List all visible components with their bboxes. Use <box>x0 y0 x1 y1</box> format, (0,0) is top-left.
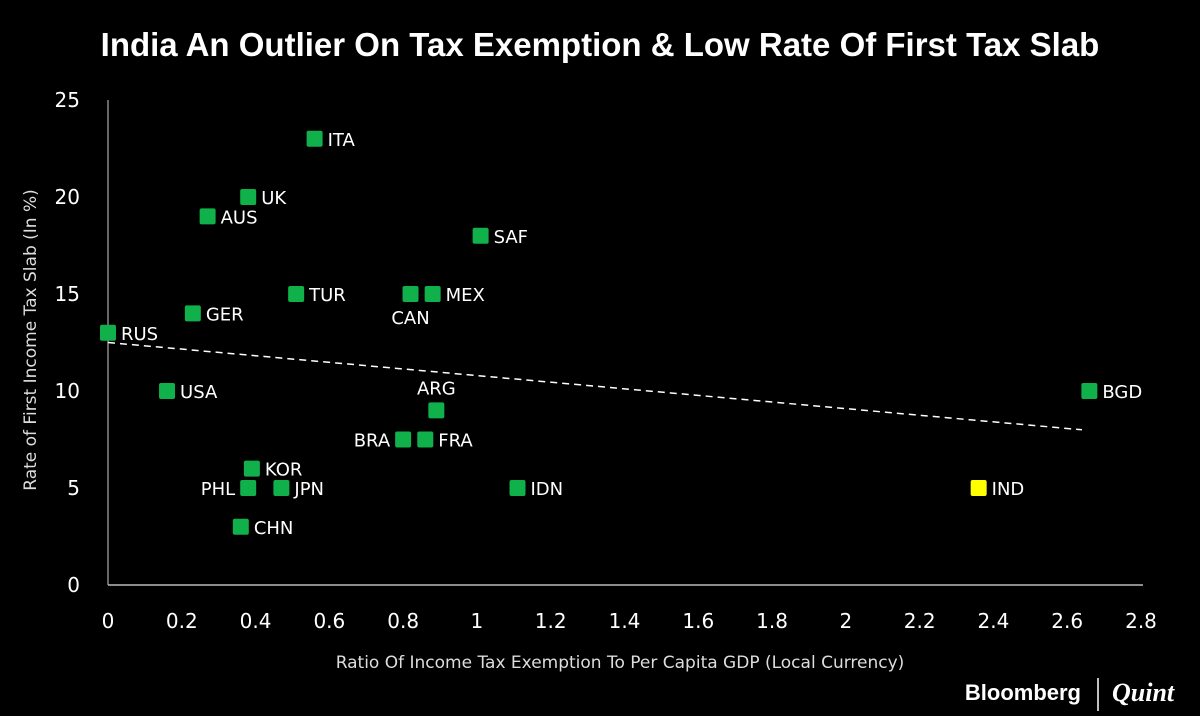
y-tick-label: 0 <box>67 573 80 597</box>
point-usa: USA <box>159 382 218 403</box>
x-tick-label: 2.4 <box>978 609 1010 633</box>
point-label: IND <box>992 479 1025 500</box>
branding-logo: Bloomberg Quint <box>965 678 1175 711</box>
point-marker <box>100 324 116 341</box>
point-marker <box>509 480 526 496</box>
point-label: UK <box>261 188 287 209</box>
point-ind: IND <box>970 479 1025 500</box>
point-marker <box>428 402 445 419</box>
point-label: CHN <box>254 518 294 539</box>
point-label: SAF <box>494 227 528 248</box>
point-aus: AUS <box>199 207 258 228</box>
point-marker <box>1081 383 1098 399</box>
point-fra: FRA <box>417 431 473 452</box>
x-tick-label: 0.6 <box>313 609 345 633</box>
brand-bloomberg: Bloomberg <box>965 680 1081 705</box>
point-marker <box>424 286 441 302</box>
chart-title: India An Outlier On Tax Exemption & Low … <box>101 26 1100 63</box>
x-tick-label: 0.4 <box>240 609 272 633</box>
x-tick-label: 0.2 <box>166 609 198 633</box>
point-idn: IDN <box>509 479 564 500</box>
point-saf: SAF <box>472 227 528 248</box>
point-marker <box>240 480 257 496</box>
point-uk: UK <box>240 188 287 209</box>
point-marker <box>970 480 987 496</box>
point-label: GER <box>206 304 244 325</box>
point-marker <box>472 227 489 244</box>
point-label: BRA <box>354 431 391 452</box>
point-label: ITA <box>328 130 356 151</box>
y-tick-label: 20 <box>55 185 80 209</box>
y-tick-label: 25 <box>55 88 80 112</box>
point-label: TUR <box>308 285 346 306</box>
point-label: ARG <box>417 378 456 399</box>
x-tick-label: 1.6 <box>682 609 714 633</box>
point-ger: GER <box>184 304 244 325</box>
x-tick-label: 0 <box>102 609 115 633</box>
point-marker <box>417 431 434 448</box>
point-label: AUS <box>221 207 258 228</box>
x-tick-label: 1.2 <box>535 609 567 633</box>
point-chn: CHN <box>232 518 294 539</box>
point-jpn: JPN <box>273 479 324 500</box>
point-label: MEX <box>446 285 485 306</box>
x-tick-label: 2.8 <box>1125 609 1157 633</box>
point-marker <box>243 460 260 477</box>
brand-quint: Quint <box>1112 678 1175 707</box>
point-label: PHL <box>201 479 235 500</box>
point-bgd: BGD <box>1081 382 1142 403</box>
point-rus: RUS <box>100 324 158 345</box>
point-label: CAN <box>391 308 429 329</box>
point-phl: PHL <box>201 479 257 500</box>
x-tick-label: 1.8 <box>756 609 788 633</box>
x-tick-label: 2.6 <box>1051 609 1083 633</box>
point-marker <box>402 286 419 302</box>
point-label: USA <box>180 382 218 403</box>
point-label: IDN <box>531 479 564 500</box>
x-tick-label: 1 <box>471 609 484 633</box>
point-label: BGD <box>1102 382 1142 403</box>
point-kor: KOR <box>243 460 303 481</box>
y-tick-label: 10 <box>55 379 80 403</box>
trendline-group <box>107 341 1083 431</box>
y-axis-label: Rate of First Income Tax Slab (In %) <box>21 189 41 491</box>
point-label: KOR <box>265 460 303 481</box>
point-can: CAN <box>391 286 430 329</box>
point-bra: BRA <box>354 431 412 452</box>
x-axis-label: Ratio Of Income Tax Exemption To Per Cap… <box>336 653 905 673</box>
point-marker <box>306 130 323 147</box>
y-tick-label: 5 <box>67 476 80 500</box>
x-tick-label: 2.2 <box>904 609 936 633</box>
point-marker <box>273 480 290 496</box>
point-mex: MEX <box>424 285 485 306</box>
point-marker <box>240 189 257 205</box>
y-tick-label: 15 <box>55 282 80 306</box>
x-tick-label: 2 <box>839 609 852 633</box>
point-marker <box>232 518 249 535</box>
point-label: JPN <box>293 479 324 500</box>
point-marker <box>199 208 216 225</box>
point-marker <box>288 286 305 302</box>
trendline <box>107 341 1083 431</box>
point-tur: TUR <box>288 285 346 306</box>
point-label: RUS <box>121 324 158 345</box>
point-marker <box>395 431 412 448</box>
point-marker <box>184 305 201 322</box>
point-marker <box>159 383 176 399</box>
point-arg: ARG <box>417 378 456 419</box>
x-tick-label: 0.8 <box>387 609 419 633</box>
x-tick-label: 1.4 <box>609 609 641 633</box>
point-ita: ITA <box>306 130 356 151</box>
axes: 0 0.2 0.4 0.6 0.8 1 1.2 1.4 1.6 1.8 2 2.2 2.4 2.6 2.8 0… <box>55 88 1157 633</box>
point-label: FRA <box>438 431 473 452</box>
